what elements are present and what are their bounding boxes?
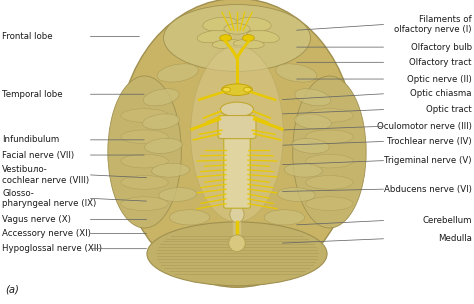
Text: Medulla: Medulla	[438, 234, 472, 243]
Text: Filaments of
olfactory nerve (I): Filaments of olfactory nerve (I)	[394, 15, 472, 34]
Ellipse shape	[164, 5, 310, 71]
Ellipse shape	[157, 64, 198, 82]
Text: Trochlear nerve (IV): Trochlear nerve (IV)	[387, 137, 472, 146]
Ellipse shape	[306, 130, 353, 144]
Ellipse shape	[221, 84, 252, 95]
Ellipse shape	[121, 154, 168, 168]
Ellipse shape	[143, 89, 179, 106]
Ellipse shape	[234, 40, 264, 49]
Ellipse shape	[292, 138, 329, 154]
Ellipse shape	[277, 188, 315, 202]
Ellipse shape	[203, 17, 238, 31]
Text: Vestibuло-
cochlear nerve (VIII): Vestibuло- cochlear nerve (VIII)	[2, 165, 90, 185]
Ellipse shape	[223, 87, 230, 92]
Ellipse shape	[197, 30, 229, 43]
Text: Oculomotor nerve (III): Oculomotor nerve (III)	[377, 122, 472, 131]
Ellipse shape	[244, 87, 251, 92]
Text: Glosso-
pharyngeal nerve (IX): Glosso- pharyngeal nerve (IX)	[2, 188, 97, 208]
Ellipse shape	[242, 35, 255, 41]
Ellipse shape	[306, 176, 353, 189]
Ellipse shape	[143, 114, 180, 129]
Ellipse shape	[230, 206, 244, 223]
Ellipse shape	[121, 109, 168, 123]
Text: Facial nerve (VII): Facial nerve (VII)	[2, 150, 74, 160]
Text: (a): (a)	[5, 285, 18, 295]
Ellipse shape	[170, 210, 210, 225]
Text: Hypoglossal nerve (XII): Hypoglossal nerve (XII)	[2, 244, 102, 253]
Ellipse shape	[295, 89, 331, 106]
Text: Cerebellum: Cerebellum	[422, 216, 472, 225]
Text: Infundibulum: Infundibulum	[2, 135, 60, 144]
Text: Vagus nerve (X): Vagus nerve (X)	[2, 215, 71, 224]
Ellipse shape	[224, 24, 250, 34]
Ellipse shape	[219, 35, 231, 41]
Ellipse shape	[294, 114, 331, 129]
Ellipse shape	[236, 17, 271, 31]
FancyBboxPatch shape	[218, 116, 256, 139]
Ellipse shape	[145, 138, 182, 154]
Ellipse shape	[118, 0, 356, 287]
Ellipse shape	[212, 40, 243, 49]
Text: Optic tract: Optic tract	[426, 105, 472, 114]
FancyBboxPatch shape	[224, 137, 250, 208]
Ellipse shape	[306, 154, 353, 168]
Ellipse shape	[121, 197, 168, 210]
Ellipse shape	[121, 130, 168, 144]
Ellipse shape	[276, 64, 317, 82]
Ellipse shape	[108, 76, 181, 228]
Ellipse shape	[264, 210, 304, 225]
Text: Temporal lobe: Temporal lobe	[2, 90, 63, 99]
Ellipse shape	[306, 109, 353, 123]
Ellipse shape	[152, 163, 190, 177]
Text: Abducens nerve (VI): Abducens nerve (VI)	[384, 185, 472, 194]
Text: Optic chiasma: Optic chiasma	[410, 89, 472, 98]
Ellipse shape	[121, 176, 168, 189]
Ellipse shape	[306, 197, 353, 210]
Text: Accessory nerve (XI): Accessory nerve (XI)	[2, 229, 91, 238]
Ellipse shape	[147, 222, 327, 286]
Ellipse shape	[292, 76, 366, 228]
Ellipse shape	[191, 46, 283, 222]
Ellipse shape	[228, 235, 246, 252]
Ellipse shape	[159, 188, 197, 202]
Ellipse shape	[220, 102, 254, 117]
Text: Frontal lobe: Frontal lobe	[2, 32, 53, 41]
Text: Olfactory tract: Olfactory tract	[409, 58, 472, 67]
Text: Optic nerve (II): Optic nerve (II)	[407, 74, 472, 84]
Text: Olfactory bulb: Olfactory bulb	[410, 43, 472, 52]
Ellipse shape	[284, 163, 322, 177]
Text: Trigeminal nerve (V): Trigeminal nerve (V)	[384, 156, 472, 165]
Ellipse shape	[247, 30, 279, 43]
